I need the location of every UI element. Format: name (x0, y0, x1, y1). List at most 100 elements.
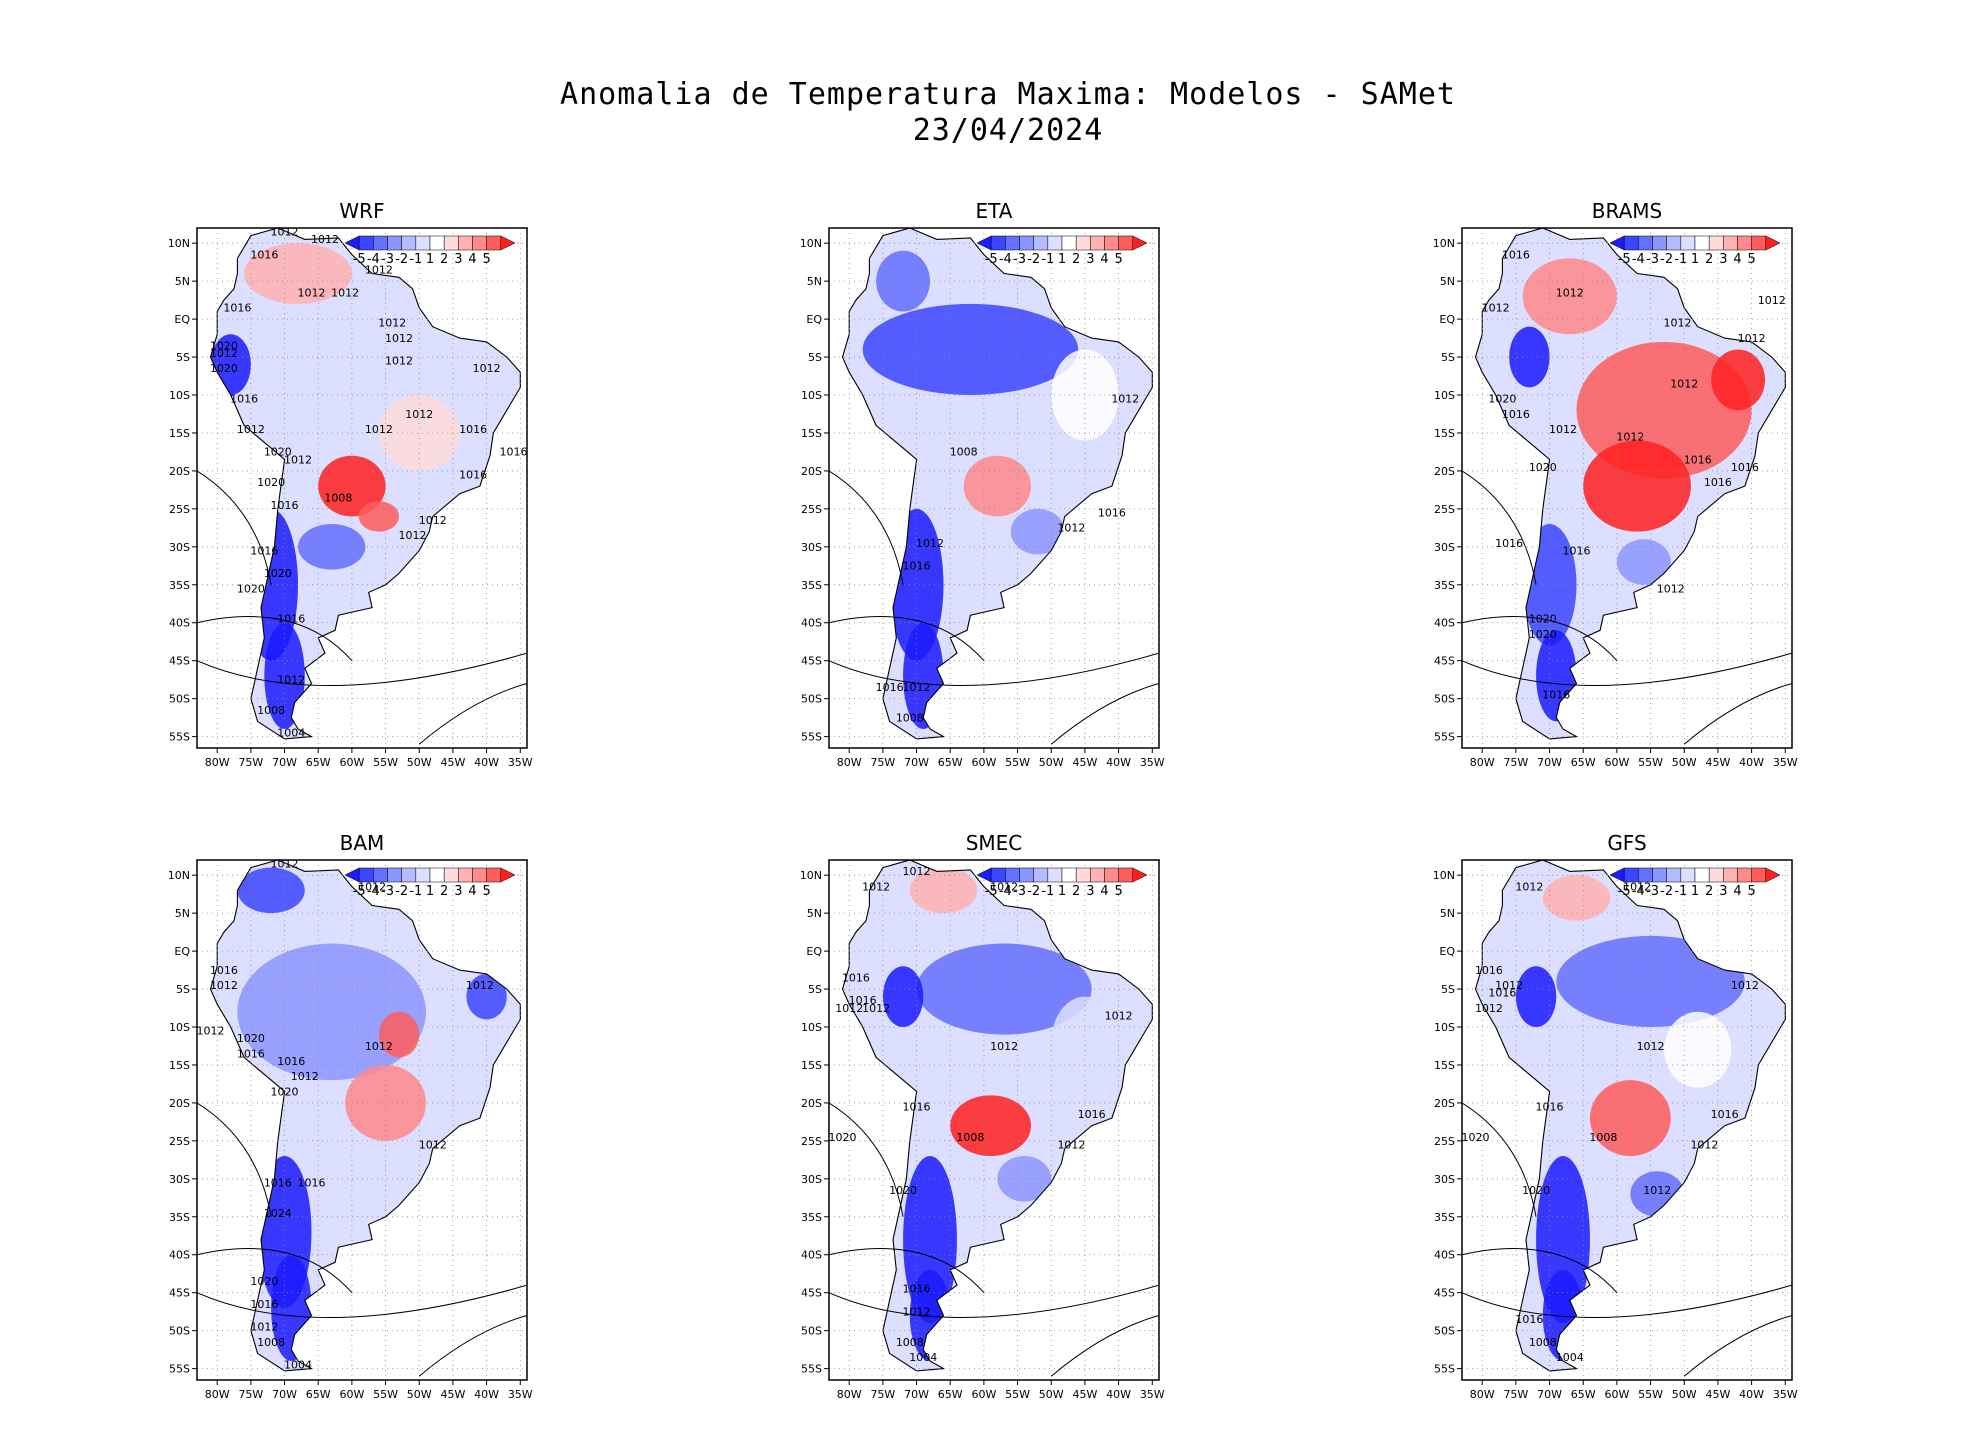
isobar-label: 1012 (365, 264, 393, 277)
anomaly-patch (1616, 539, 1671, 585)
isobar-label: 1012 (473, 362, 501, 375)
lat-tick-label: 10N (800, 237, 822, 250)
colorbar-label: 5 (1115, 884, 1123, 899)
colorbar-label: 2 (1705, 252, 1713, 267)
isobar-label: 1020 (1529, 461, 1557, 474)
lat-tick-label: 5S (1441, 983, 1455, 996)
lon-tick-label: 75W (870, 1388, 895, 1401)
anomaly-patch (876, 250, 931, 312)
colorbar-swatch (1751, 235, 1767, 251)
colorbar-swatch (1638, 235, 1653, 251)
colorbar-label: -1 (409, 884, 422, 899)
anomaly-patch (378, 1011, 420, 1058)
isobar-label: 1012 (1057, 1138, 1085, 1151)
isobar-line (418, 1314, 527, 1377)
isobar-label: 1004 (277, 727, 305, 740)
colorbar-label: -2 (1027, 884, 1040, 899)
anomaly-patch (378, 395, 460, 471)
isobar-label: 1008 (896, 711, 924, 724)
colorbar-label: 5 (1748, 252, 1756, 267)
anomaly-patch (1664, 1011, 1732, 1088)
isobar-label: 1016 (1684, 453, 1712, 466)
colorbar-label: -4 (999, 884, 1012, 899)
lon-tick-label: 50W (1672, 1388, 1697, 1401)
lat-tick-label: 15S (169, 427, 190, 440)
isobar-label: 1012 (1664, 317, 1692, 330)
colorbar-swatch (1694, 867, 1710, 883)
figure-title: Anomalia de Temperatura Maxima: Modelos … (560, 77, 1456, 112)
isobar-label: 1016 (277, 1055, 305, 1068)
lat-tick-label: 5N (1440, 275, 1455, 288)
isobar-line (197, 470, 272, 585)
isobar-label: 1016 (903, 1101, 931, 1114)
isobar-label: 1012 (419, 1138, 447, 1151)
coastline (209, 860, 521, 1372)
colorbar-label: 4 (1100, 252, 1108, 267)
lon-tick-label: 75W (238, 1388, 263, 1401)
lon-tick-label: 60W (971, 1388, 996, 1401)
isobar-line (197, 1102, 272, 1217)
colorbar-swatch (415, 235, 431, 251)
colorbar-swatch (1090, 867, 1105, 883)
colorbar-label: -5 (985, 252, 998, 267)
isobar-label: 1012 (385, 355, 413, 368)
anomaly-patch (1522, 258, 1617, 335)
lat-tick-label: 25S (1434, 503, 1455, 516)
colorbar-label: -3 (1646, 252, 1659, 267)
lat-tick-label: 45S (169, 1287, 190, 1300)
isobar-label: 1012 (311, 233, 339, 246)
colorbar-swatch (486, 235, 502, 251)
panel-title: GFS (1607, 831, 1646, 855)
panel-eta: ETA101210081016101210121016101610121008-… (800, 199, 1165, 769)
isobar-label: 1016 (1098, 506, 1126, 519)
isobar-label: 1008 (956, 1131, 984, 1144)
isobar-line (1462, 652, 1792, 686)
lat-tick-label: 55S (169, 1363, 190, 1376)
colorbar-label: -1 (1041, 252, 1054, 267)
colorbar-label: -5 (353, 884, 366, 899)
lat-tick-label: 10N (1433, 869, 1455, 882)
lat-tick-label: 50S (801, 693, 822, 706)
lat-tick-label: 10S (1434, 1021, 1455, 1034)
isobar-label: 1016 (1542, 689, 1570, 702)
isobar-label: 1016 (903, 560, 931, 573)
isobar-label: 1012 (903, 681, 931, 694)
lat-tick-label: 10S (1434, 389, 1455, 402)
isobar-line (1050, 1314, 1159, 1377)
lat-tick-label: 20S (1434, 1097, 1455, 1110)
lat-tick-label: 25S (1434, 1135, 1455, 1148)
anomaly-patch (318, 455, 386, 517)
isobar-line (1683, 682, 1792, 745)
lat-tick-label: EQ (1439, 313, 1455, 326)
lon-tick-label: 50W (1039, 756, 1064, 769)
isobar-label: 1012 (916, 537, 944, 550)
lat-tick-label: 45S (1434, 1287, 1455, 1300)
isobar-label: 1016 (1475, 964, 1503, 977)
lat-tick-label: 30S (801, 541, 822, 554)
colorbar-swatch (387, 235, 402, 251)
colorbar-label: -1 (1674, 252, 1687, 267)
lat-tick-label: 10N (168, 237, 190, 250)
lat-tick-label: 35S (801, 1211, 822, 1224)
lat-tick-label: 25S (169, 503, 190, 516)
lon-tick-label: 45W (440, 1388, 465, 1401)
colorbar-swatch (429, 867, 445, 883)
colorbar-label: -4 (1632, 884, 1645, 899)
colorbar-label: 4 (468, 252, 476, 267)
colorbar-swatch (500, 235, 516, 251)
colorbar-label: 3 (1086, 252, 1094, 267)
panel-title: BAM (340, 831, 385, 855)
lon-tick-label: 40W (474, 756, 499, 769)
lon-tick-label: 55W (1005, 1388, 1030, 1401)
colorbar-swatch (500, 867, 516, 883)
colorbar-swatch (1047, 235, 1063, 251)
isobar-line (1462, 1284, 1792, 1318)
lon-tick-label: 45W (1072, 756, 1097, 769)
lon-tick-label: 70W (904, 1388, 929, 1401)
colorbar-label: -2 (1660, 252, 1673, 267)
isobar-label: 1016 (250, 248, 278, 261)
coastline (209, 228, 521, 740)
colorbar-label: 2 (440, 252, 448, 267)
colorbar-label: 3 (1719, 884, 1727, 899)
